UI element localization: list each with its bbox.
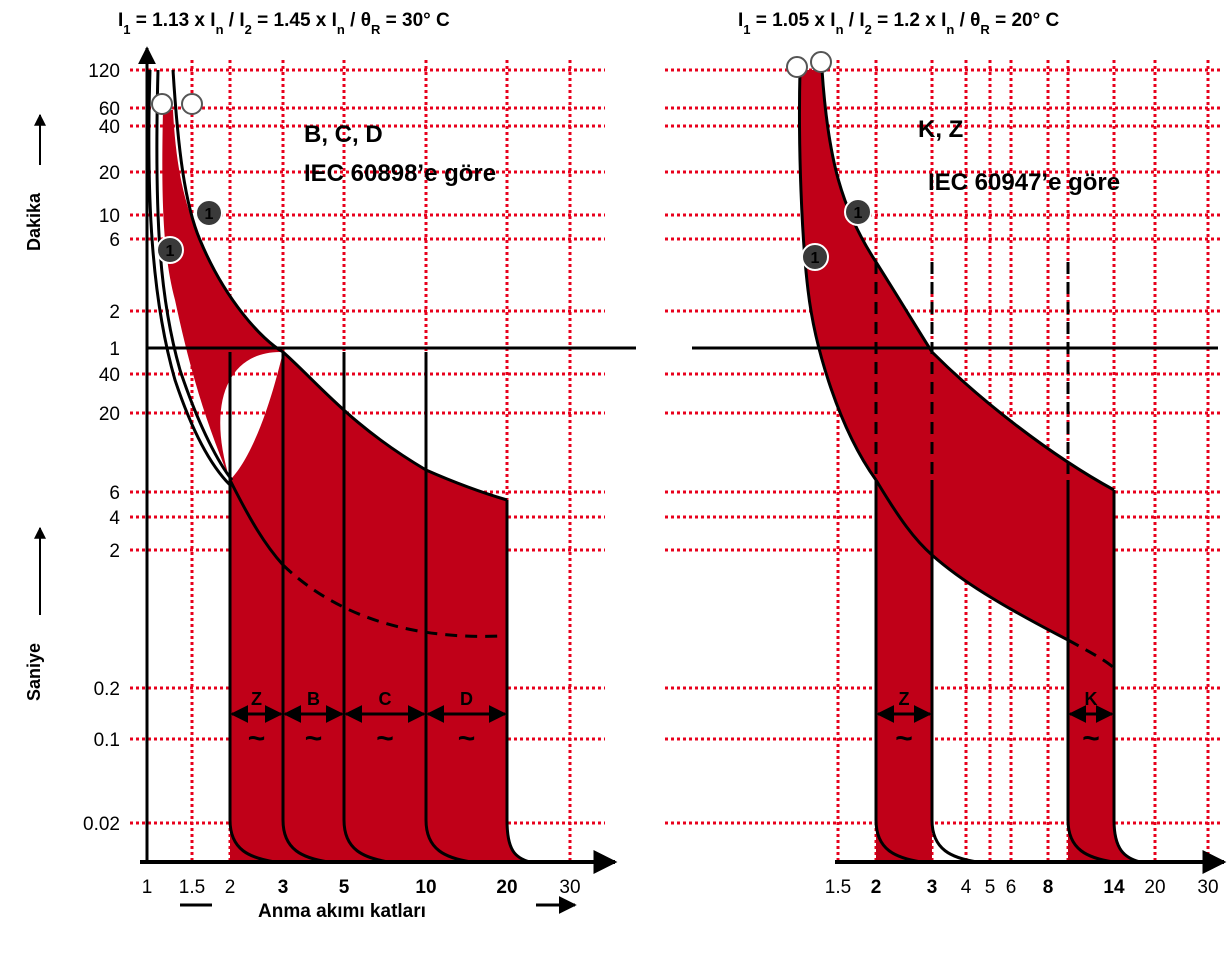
band-label-right: K (1085, 689, 1098, 709)
band-tilde: ~ (248, 722, 266, 755)
numbered-marker-label: 1 (166, 243, 175, 260)
x-tick-label-right: 2 (871, 877, 882, 898)
curve-start-circle (151, 93, 173, 115)
x-tick-label-left: 10 (415, 877, 436, 898)
fill-right (799, 70, 1140, 862)
numbered-marker-label: 1 (811, 250, 820, 267)
right-outer-curve (797, 69, 878, 481)
y-tick-label-minutes: 1 (109, 339, 120, 360)
right-standard-name: IEC 60947’e göre (928, 169, 1120, 196)
band-label-right: Z (899, 689, 910, 709)
x-tick-label-left: 20 (496, 877, 517, 898)
curve-start-circle (181, 93, 203, 115)
y-tick-label-seconds: 0.1 (94, 730, 120, 751)
band-tilde: ~ (376, 722, 394, 755)
fill-bands-left (230, 352, 530, 862)
y-tick-label-seconds: 2 (109, 541, 120, 562)
x-tick-label-left: 1.5 (179, 877, 205, 898)
y-tick-label-minutes: 60 (99, 99, 120, 120)
minutes-axis-title: Dakika (24, 192, 44, 251)
curve-start-circle (786, 56, 808, 78)
left-lower-curve (228, 479, 285, 567)
numbered-marker (156, 236, 184, 264)
x-tick-label-left: 2 (225, 877, 236, 898)
y-tick-label-seconds: 4 (109, 508, 120, 529)
numbered-marker (195, 199, 223, 227)
x-tick-label-left: 1 (142, 877, 153, 898)
left-chart-title: I1 = 1.13 x In / I2 = 1.45 x In / θR = 3… (118, 10, 450, 37)
x-tick-label-left: 3 (278, 877, 289, 898)
y-tick-label-minutes: 120 (88, 61, 120, 82)
numbered-marker (801, 243, 829, 271)
numbered-marker (844, 198, 872, 226)
grid (130, 60, 1222, 862)
fill-overload-left (162, 110, 283, 480)
band-label-left: C (379, 689, 392, 709)
right-chart-title: I1 = 1.05 x In / I2 = 1.2 x In / θR = 20… (738, 10, 1059, 37)
numbered-marker-label: 1 (854, 205, 863, 222)
band-tilde: ~ (1082, 722, 1100, 755)
y-tick-label-minutes: 10 (99, 206, 120, 227)
x-axis-title: Anma akımı katları (258, 901, 426, 922)
left-outer-curve-1 (147, 69, 232, 487)
x-tick-label-left: 5 (339, 877, 350, 898)
band-label-left: D (460, 689, 473, 709)
x-tick-label-right: 14 (1103, 877, 1125, 898)
band-tilde: ~ (305, 722, 323, 755)
band-boundary (505, 500, 531, 864)
left-outer-curve-2 (155, 69, 234, 481)
y-tick-label-seconds: 40 (99, 365, 120, 386)
y-tick-label-minutes: 20 (99, 163, 120, 184)
x-tick-label-left: 30 (559, 877, 580, 898)
curve-start-circle (810, 51, 832, 73)
numbered-marker-label: 1 (205, 206, 214, 223)
x-tick-label-right: 6 (1006, 877, 1017, 898)
y-tick-label-seconds: 0.2 (94, 679, 120, 700)
x-tick-label-right: 1.5 (825, 877, 851, 898)
x-tick-label-right: 30 (1197, 877, 1218, 898)
y-tick-label-minutes: 40 (99, 117, 120, 138)
y-tick-label-seconds: 20 (99, 404, 120, 425)
left-standard-name: IEC 60898’e göre (304, 160, 496, 187)
x-tick-label-right: 4 (961, 877, 972, 898)
axes (138, 46, 1227, 874)
band-tilde: ~ (458, 722, 476, 755)
band-boundary (1112, 490, 1141, 864)
left-dashed-curve (281, 563, 501, 638)
band-label-left: B (307, 689, 320, 709)
y-tick-label-minutes: 2 (109, 302, 120, 323)
x-tick-label-right: 3 (927, 877, 938, 898)
left-upper-curve (171, 69, 508, 502)
x-tick-label-right: 5 (985, 877, 996, 898)
right-dashed-curve (1067, 638, 1115, 670)
left-standard-classes: B, C, D (304, 121, 383, 148)
y-tick-label-minutes: 6 (109, 230, 120, 251)
y-tick-label-seconds: 6 (109, 483, 120, 504)
band-tilde: ~ (895, 722, 913, 755)
x-tick-label-right: 8 (1043, 877, 1054, 898)
right-standard-classes: K, Z (918, 116, 963, 143)
right-upper-curve (820, 69, 1115, 492)
y-tick-label-seconds: 0.02 (83, 814, 120, 835)
right-lower-curve (874, 479, 1069, 642)
x-tick-label-right: 20 (1144, 877, 1165, 898)
annotations: Z ~ B ~ C ~ D ~ Z ~ K ~1 1 1 1 (151, 51, 1114, 755)
band-label-left: Z (251, 689, 262, 709)
tripping-area (162, 70, 1140, 862)
seconds-axis-title: Saniye (24, 643, 44, 701)
